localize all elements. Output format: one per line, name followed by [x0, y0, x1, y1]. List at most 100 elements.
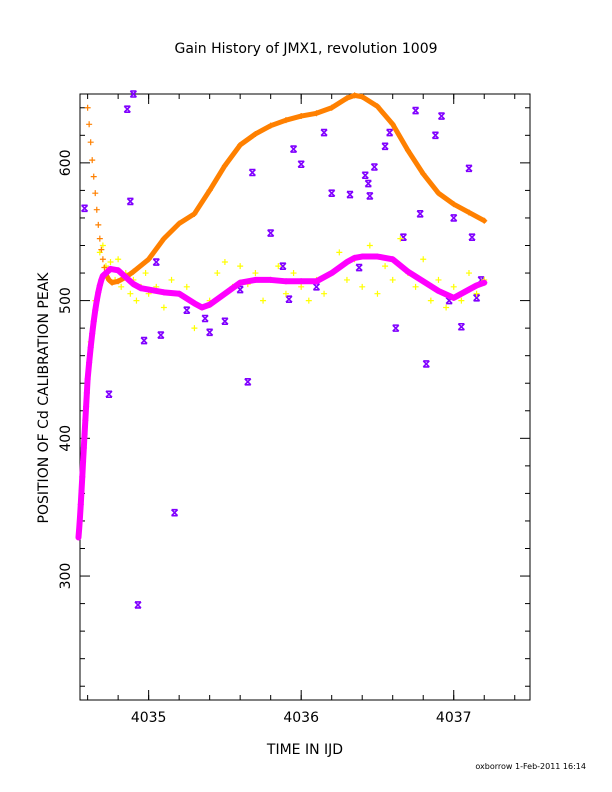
data-point: [457, 322, 465, 331]
data-point: [298, 283, 305, 290]
data-point: [93, 206, 100, 213]
y-tick-label: 600: [58, 149, 74, 176]
x-axis-label: TIME IN IJD: [266, 742, 343, 758]
data-point: [397, 235, 404, 242]
data-point: [260, 297, 267, 304]
data-point: [236, 285, 244, 294]
data-point: [477, 276, 485, 284]
data-point: [386, 128, 394, 137]
data-point: [89, 157, 96, 164]
data-point: [427, 297, 434, 304]
x-tick-label: 4035: [131, 710, 167, 726]
data-point: [297, 160, 305, 169]
data-point: [370, 163, 378, 171]
data-point: [99, 256, 106, 263]
data-point: [118, 283, 125, 290]
data-point: [206, 328, 214, 337]
data-point: [81, 204, 89, 213]
data-point: [171, 508, 179, 517]
data-point: [221, 317, 229, 326]
data-point: [90, 173, 97, 180]
data-point: [267, 229, 275, 237]
data-point: [191, 325, 198, 332]
data-point: [374, 290, 381, 297]
data-point: [129, 90, 137, 98]
axis-ticks: 4035 4036 4037 300 400 500 600: [58, 94, 530, 726]
data-point: [359, 283, 366, 290]
data-point: [160, 304, 167, 311]
data-point: [473, 294, 481, 302]
chart-title: Gain History of JMX1, revolution 1009: [174, 41, 437, 57]
data-point: [364, 179, 372, 188]
data-point: [465, 164, 473, 173]
plot-frame: [79, 93, 531, 701]
data-point: [282, 290, 289, 297]
footer-credit: oxborrow 1-Feb-2011 16:14: [475, 762, 586, 771]
data-point: [392, 324, 400, 332]
data-point: [320, 128, 328, 137]
data-point: [142, 270, 149, 277]
data-point: [399, 233, 407, 242]
series-1: [81, 90, 485, 609]
data-point: [431, 131, 439, 140]
y-tick-label: 500: [58, 287, 74, 314]
data-point: [152, 258, 160, 266]
data-point: [92, 190, 99, 197]
series-3-trend: [103, 92, 487, 286]
data-point: [343, 276, 350, 283]
data-point: [473, 290, 480, 297]
data-point: [221, 259, 228, 266]
data-point: [237, 263, 244, 270]
x-tick-label: 4036: [283, 710, 319, 726]
data-point: [140, 336, 148, 345]
data-point: [99, 242, 106, 249]
data-point: [382, 263, 389, 270]
data-point: [468, 233, 476, 242]
data-point: [366, 242, 373, 249]
data-point: [98, 246, 105, 253]
data-point: [95, 221, 102, 228]
data-point: [126, 197, 134, 206]
series-4: [75, 253, 488, 541]
data-point: [443, 304, 450, 311]
data-point: [346, 190, 354, 199]
data-point: [450, 214, 458, 222]
data-point: [435, 276, 442, 283]
data-point: [366, 192, 374, 200]
series-4-trend: [75, 253, 488, 541]
data-point: [183, 283, 190, 290]
y-axis-label: POSITION OF Cd CALIBRATION PEAK: [36, 272, 52, 524]
data-point: [214, 270, 221, 277]
data-point: [248, 168, 256, 177]
x-tick-label: 4037: [436, 710, 472, 726]
data-point: [289, 145, 298, 153]
data-point: [107, 259, 114, 266]
data-point: [445, 296, 453, 305]
data-point: [422, 360, 430, 368]
data-point: [412, 283, 419, 290]
data-point: [244, 378, 252, 386]
data-point: [381, 142, 389, 151]
data-point: [168, 276, 175, 283]
data-point: [355, 263, 363, 272]
data-point: [458, 297, 465, 304]
data-point: [389, 276, 396, 283]
data-point: [450, 283, 457, 290]
data-point: [420, 256, 427, 263]
data-point: [465, 270, 472, 277]
y-tick-label: 300: [58, 563, 74, 590]
series-3: [84, 92, 488, 286]
data-point: [133, 297, 140, 304]
data-marks: [75, 90, 488, 609]
data-point: [123, 105, 131, 113]
data-point: [412, 106, 420, 115]
data-point: [87, 139, 94, 146]
data-point: [115, 256, 122, 263]
data-point: [157, 331, 165, 339]
y-tick-label: 400: [58, 425, 74, 452]
data-point: [416, 210, 424, 218]
data-point: [361, 171, 369, 180]
data-point: [285, 295, 293, 304]
data-point: [279, 262, 287, 270]
data-point: [336, 249, 343, 256]
